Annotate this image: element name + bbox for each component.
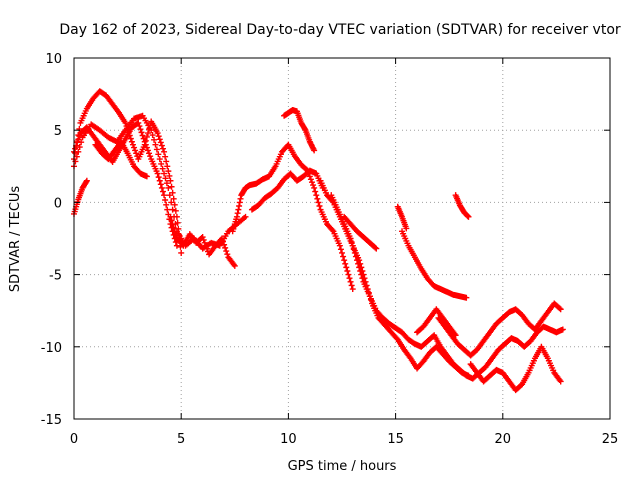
chart-title: Day 162 of 2023, Sidereal Day-to-day VTE… <box>59 22 621 38</box>
scatter-points <box>71 88 185 256</box>
series-track-15 <box>452 192 472 220</box>
x-tick-label: 5 <box>177 432 185 447</box>
axis-ticks: 0 5 10 15 20 25 -15 -10 -5 0 5 10 <box>41 52 619 447</box>
y-tick-label: -10 <box>41 341 62 356</box>
x-tick-label: 25 <box>602 432 619 447</box>
y-axis-label: SDTVAR / TECUs <box>8 186 23 293</box>
scatter-points <box>317 177 472 379</box>
data-marks <box>71 88 566 394</box>
series-track-6 <box>167 213 238 269</box>
series-track-18 <box>414 306 459 339</box>
y-tick-label: 0 <box>54 196 62 211</box>
y-tick-label: 5 <box>54 124 62 139</box>
series-track-17 <box>467 343 564 394</box>
scatter-points <box>394 203 410 232</box>
series-track-8 <box>248 167 326 213</box>
series-track-14 <box>394 203 410 232</box>
scatter-points <box>452 192 472 220</box>
series-track-5 <box>92 138 150 180</box>
scatter-points <box>414 306 459 339</box>
scatter-points <box>248 167 326 213</box>
scatter-points <box>341 213 380 252</box>
scatter-points <box>399 228 470 301</box>
scatter-points <box>435 300 564 359</box>
scatter-points <box>281 106 318 154</box>
y-tick-label: 10 <box>45 52 62 67</box>
scatter-points <box>229 141 356 293</box>
series-track-1 <box>71 88 185 256</box>
series-track-10 <box>317 177 472 379</box>
series-track-13 <box>399 228 470 301</box>
series-track-9 <box>281 106 318 154</box>
x-tick-label: 15 <box>387 432 404 447</box>
x-axis-label: GPS time / hours <box>288 459 397 474</box>
x-tick-label: 10 <box>280 432 297 447</box>
x-tick-label: 20 <box>495 432 512 447</box>
y-tick-label: -5 <box>49 269 62 284</box>
scatter-points <box>167 213 238 269</box>
x-tick-label: 0 <box>70 432 78 447</box>
scatter-points <box>328 192 566 382</box>
series-track-7 <box>229 141 356 293</box>
series-track-16 <box>435 300 564 359</box>
scatter-points <box>467 343 564 394</box>
series-track-12 <box>341 213 380 252</box>
y-tick-label: -15 <box>41 413 62 428</box>
grid-lines <box>74 58 610 419</box>
plot-frame <box>73 57 611 420</box>
scatter-points <box>92 138 150 180</box>
series-track-11 <box>328 192 566 382</box>
